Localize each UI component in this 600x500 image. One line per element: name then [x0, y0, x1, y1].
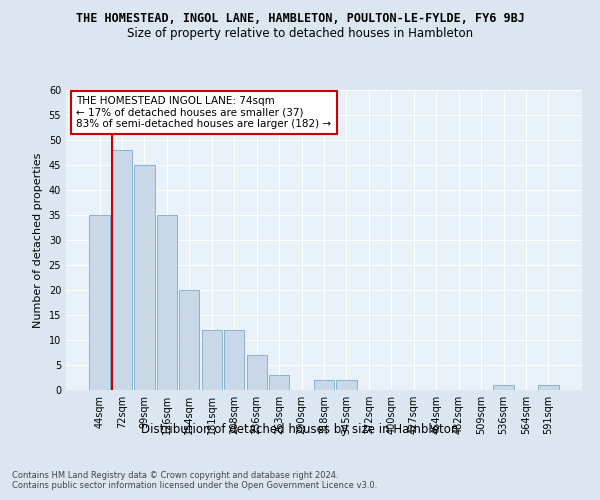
- Bar: [224, 330, 244, 390]
- Bar: [493, 385, 514, 390]
- Bar: [157, 215, 177, 390]
- Bar: [202, 330, 222, 390]
- Bar: [247, 355, 267, 390]
- Bar: [89, 215, 110, 390]
- Bar: [179, 290, 199, 390]
- Bar: [269, 375, 289, 390]
- Text: THE HOMESTEAD, INGOL LANE, HAMBLETON, POULTON-LE-FYLDE, FY6 9BJ: THE HOMESTEAD, INGOL LANE, HAMBLETON, PO…: [76, 12, 524, 26]
- Y-axis label: Number of detached properties: Number of detached properties: [33, 152, 43, 328]
- Bar: [314, 380, 334, 390]
- Text: Size of property relative to detached houses in Hambleton: Size of property relative to detached ho…: [127, 28, 473, 40]
- Bar: [337, 380, 356, 390]
- Text: Contains HM Land Registry data © Crown copyright and database right 2024.: Contains HM Land Registry data © Crown c…: [12, 471, 338, 480]
- Text: Distribution of detached houses by size in Hambleton: Distribution of detached houses by size …: [142, 422, 458, 436]
- Bar: [538, 385, 559, 390]
- Text: Contains public sector information licensed under the Open Government Licence v3: Contains public sector information licen…: [12, 481, 377, 490]
- Text: THE HOMESTEAD INGOL LANE: 74sqm
← 17% of detached houses are smaller (37)
83% of: THE HOMESTEAD INGOL LANE: 74sqm ← 17% of…: [76, 96, 331, 129]
- Bar: [112, 150, 132, 390]
- Bar: [134, 165, 155, 390]
